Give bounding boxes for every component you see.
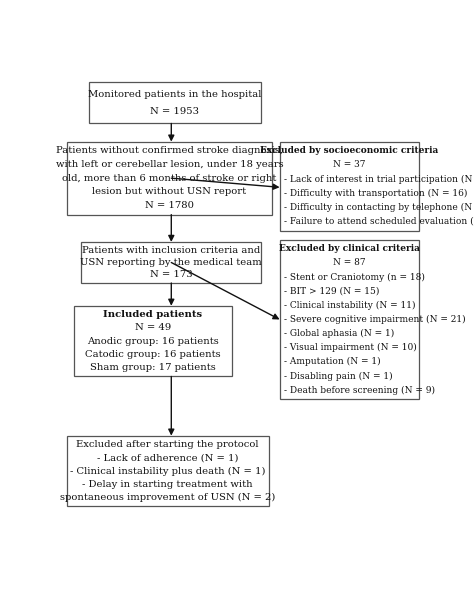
Text: Catodic group: 16 patients: Catodic group: 16 patients — [85, 350, 221, 359]
Text: N = 173: N = 173 — [150, 271, 192, 279]
Text: - Stent or Craniotomy (n = 18): - Stent or Craniotomy (n = 18) — [284, 272, 425, 282]
Text: old, more than 6 months of stroke or right: old, more than 6 months of stroke or rig… — [62, 173, 277, 183]
Text: N = 1953: N = 1953 — [150, 107, 200, 117]
Text: Included patients: Included patients — [103, 310, 202, 319]
Text: N = 1780: N = 1780 — [145, 201, 194, 210]
Text: - Amputation (N = 1): - Amputation (N = 1) — [284, 357, 381, 366]
Text: N = 49: N = 49 — [135, 323, 171, 332]
Text: - Lack of adherence (N = 1): - Lack of adherence (N = 1) — [97, 453, 238, 462]
Text: - Clinical instability plus death (N = 1): - Clinical instability plus death (N = 1… — [70, 466, 265, 475]
Text: N = 37: N = 37 — [333, 160, 366, 169]
Text: Excluded by clinical criteria: Excluded by clinical criteria — [279, 244, 420, 253]
Text: Monitored patients in the hospital: Monitored patients in the hospital — [88, 89, 262, 98]
Text: - Difficulty in contacting by telephone (N = 9): - Difficulty in contacting by telephone … — [284, 202, 474, 212]
Text: - Death before screening (N = 9): - Death before screening (N = 9) — [284, 385, 435, 395]
Text: - Delay in starting treatment with: - Delay in starting treatment with — [82, 480, 253, 489]
Text: USN reporting by the medical team: USN reporting by the medical team — [81, 258, 262, 267]
Text: Anodic group: 16 patients: Anodic group: 16 patients — [87, 337, 219, 346]
Text: Patients without confirmed stroke diagnosis,: Patients without confirmed stroke diagno… — [56, 146, 283, 155]
Text: - Global aphasia (N = 1): - Global aphasia (N = 1) — [284, 329, 394, 338]
FancyBboxPatch shape — [280, 141, 419, 230]
Text: - Failure to attend scheduled evaluation (N = 6): - Failure to attend scheduled evaluation… — [284, 217, 474, 226]
Text: Excluded by socioeconomic criteria: Excluded by socioeconomic criteria — [260, 146, 438, 155]
Text: - Disabling pain (N = 1): - Disabling pain (N = 1) — [284, 371, 392, 381]
Text: N = 87: N = 87 — [333, 259, 366, 268]
Text: spontaneous improvement of USN (N = 2): spontaneous improvement of USN (N = 2) — [60, 493, 275, 502]
Text: Excluded after starting the protocol: Excluded after starting the protocol — [76, 440, 259, 449]
Text: - Clinical instability (N = 11): - Clinical instability (N = 11) — [284, 301, 416, 310]
FancyBboxPatch shape — [280, 240, 419, 399]
Text: - Severe cognitive impairment (N = 21): - Severe cognitive impairment (N = 21) — [284, 315, 465, 324]
Text: with left or cerebellar lesion, under 18 years: with left or cerebellar lesion, under 18… — [55, 160, 283, 169]
Text: lesion but without USN report: lesion but without USN report — [92, 188, 246, 197]
FancyBboxPatch shape — [74, 306, 232, 377]
Text: - Visual impairment (N = 10): - Visual impairment (N = 10) — [284, 343, 417, 352]
Text: Patients with inclusion criteria and: Patients with inclusion criteria and — [82, 246, 260, 255]
Text: Sham group: 17 patients: Sham group: 17 patients — [90, 363, 216, 372]
Text: - BIT > 129 (N = 15): - BIT > 129 (N = 15) — [284, 287, 380, 296]
FancyBboxPatch shape — [89, 82, 261, 124]
FancyBboxPatch shape — [66, 436, 269, 506]
FancyBboxPatch shape — [66, 141, 272, 215]
FancyBboxPatch shape — [82, 242, 261, 283]
Text: - Lack of interest in trial participation (N = 6): - Lack of interest in trial participatio… — [284, 175, 474, 184]
Text: - Difficulty with transportation (N = 16): - Difficulty with transportation (N = 16… — [284, 189, 467, 198]
